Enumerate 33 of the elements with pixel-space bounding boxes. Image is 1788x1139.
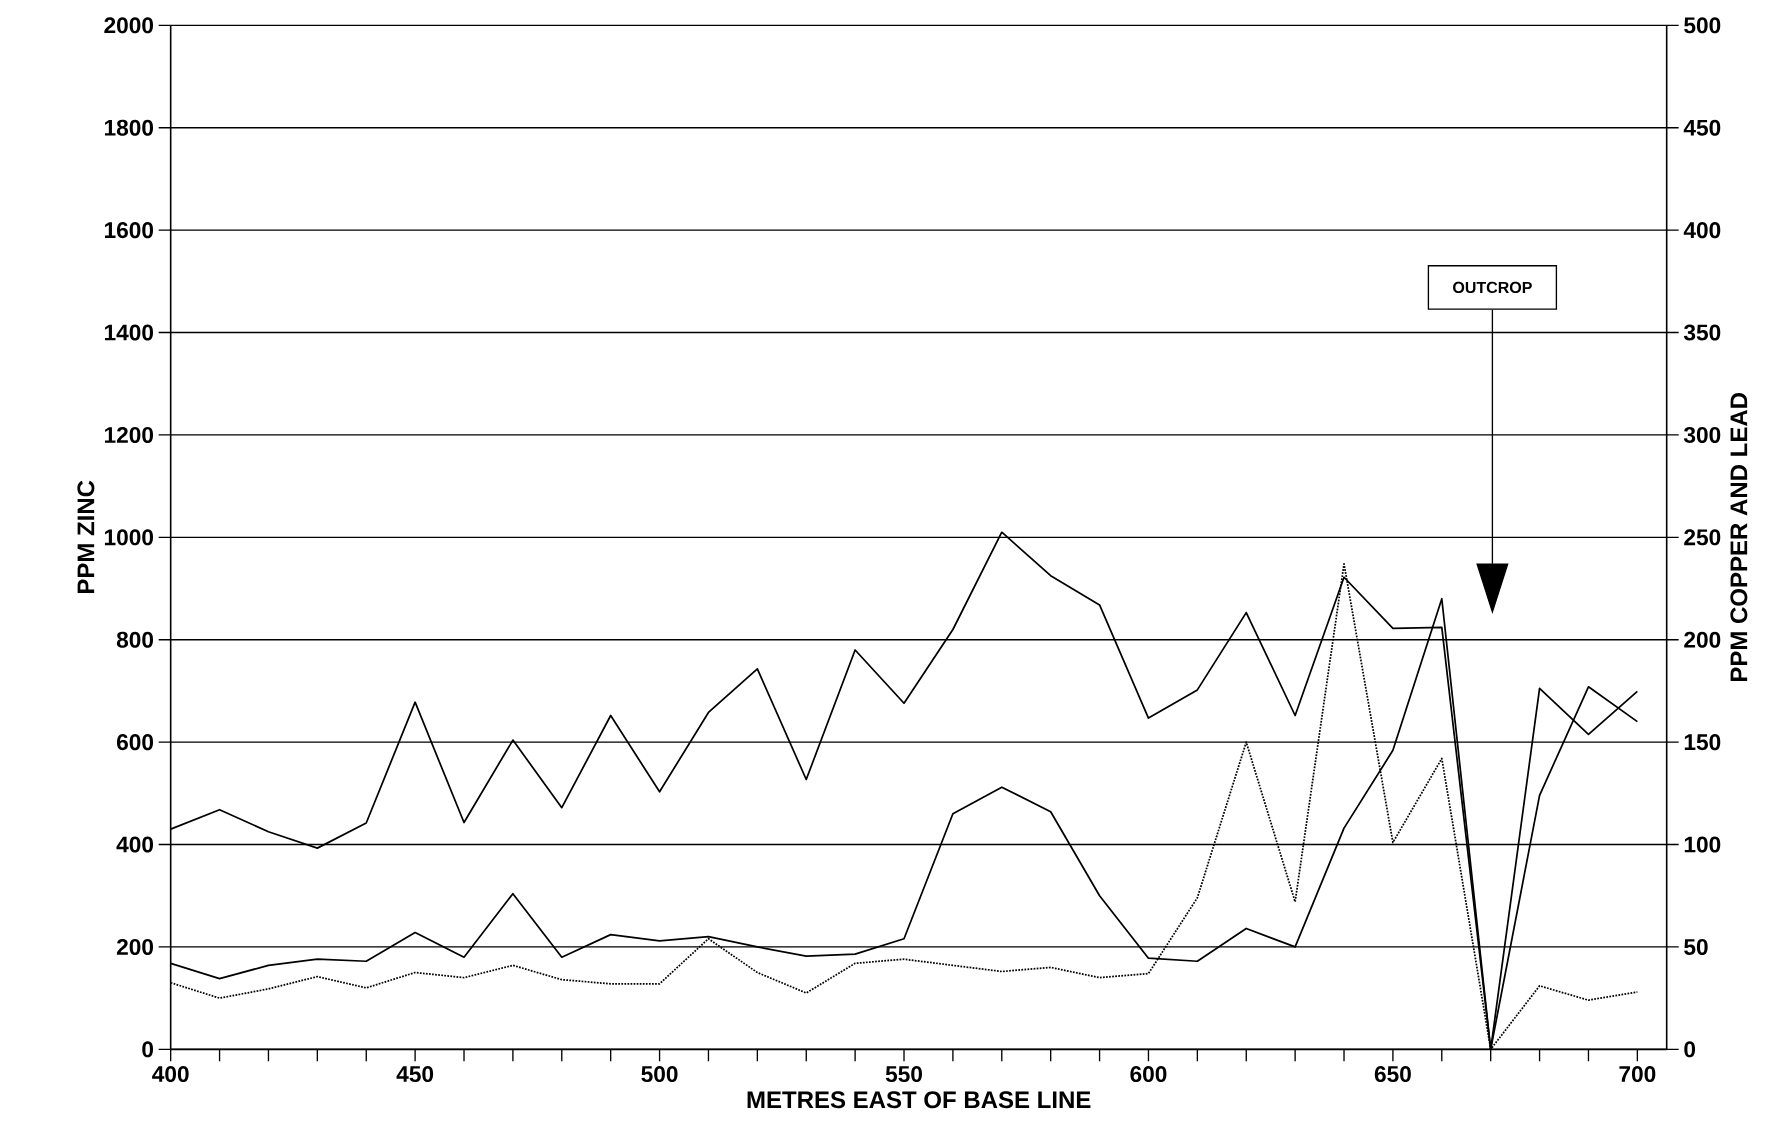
y-tick-label: 1000 xyxy=(104,529,154,546)
y2-tick-label: 200 xyxy=(1684,631,1721,648)
y-axis-title: PPM ZINC xyxy=(77,480,95,594)
y-tick-label: 400 xyxy=(116,836,154,853)
y2-tick-label: 0 xyxy=(1684,1041,1696,1058)
y-tick-label: 200 xyxy=(116,939,154,956)
y-tick-label: 2000 xyxy=(104,17,154,34)
y2-tick-label: 400 xyxy=(1683,222,1721,239)
y-tick-label: 600 xyxy=(116,734,154,751)
x-axis-title: METRES EAST OF BASE LINE xyxy=(747,1091,1091,1109)
y-tick-label: 800 xyxy=(116,631,154,648)
y2-tick-label: 100 xyxy=(1684,836,1721,853)
x-tick-label: 400 xyxy=(152,1066,189,1083)
x-tick-label: 500 xyxy=(641,1066,678,1083)
y-tick-label: 0 xyxy=(142,1041,154,1058)
y2-tick-label: 350 xyxy=(1683,324,1721,341)
y-tick-label: 1400 xyxy=(104,324,154,341)
y-tick-label: 1800 xyxy=(104,119,154,136)
y2-tick-label: 500 xyxy=(1684,17,1721,34)
y2-axis-title: PPM COPPER AND LEAD xyxy=(1730,393,1748,682)
x-tick-label: 550 xyxy=(885,1066,922,1083)
y2-tick-label: 300 xyxy=(1683,427,1721,444)
y2-tick-label: 450 xyxy=(1683,119,1721,136)
y2-tick-label: 150 xyxy=(1684,734,1721,751)
y2-tick-label: 250 xyxy=(1684,529,1721,546)
x-tick-label: 650 xyxy=(1374,1066,1411,1083)
y-tick-label: 1200 xyxy=(104,427,154,444)
x-tick-label: 450 xyxy=(396,1066,434,1083)
x-tick-label: 600 xyxy=(1130,1066,1167,1083)
y-tick-label: 1600 xyxy=(104,222,154,239)
x-tick-label: 700 xyxy=(1619,1066,1656,1083)
y2-tick-label: 50 xyxy=(1684,939,1708,956)
annotation: OUTCROP xyxy=(1453,281,1532,294)
